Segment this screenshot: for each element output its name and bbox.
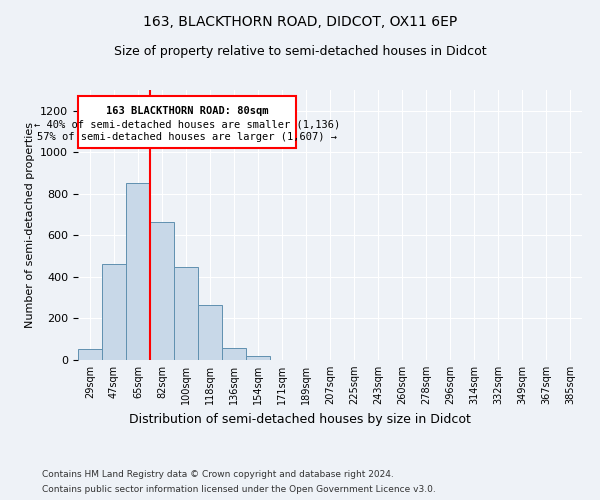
Text: 163 BLACKTHORN ROAD: 80sqm: 163 BLACKTHORN ROAD: 80sqm bbox=[106, 106, 268, 116]
Text: Contains HM Land Registry data © Crown copyright and database right 2024.: Contains HM Land Registry data © Crown c… bbox=[42, 470, 394, 479]
Bar bbox=[126, 184, 150, 360]
FancyBboxPatch shape bbox=[78, 96, 296, 148]
Bar bbox=[174, 266, 198, 360]
Text: 57% of semi-detached houses are larger (1,607) →: 57% of semi-detached houses are larger (… bbox=[37, 132, 337, 141]
Bar bbox=[150, 222, 174, 360]
Y-axis label: Number of semi-detached properties: Number of semi-detached properties bbox=[25, 122, 35, 328]
Bar bbox=[198, 305, 222, 360]
Text: Contains public sector information licensed under the Open Government Licence v3: Contains public sector information licen… bbox=[42, 485, 436, 494]
Bar bbox=[246, 356, 270, 360]
Text: Distribution of semi-detached houses by size in Didcot: Distribution of semi-detached houses by … bbox=[129, 412, 471, 426]
Text: 163, BLACKTHORN ROAD, DIDCOT, OX11 6EP: 163, BLACKTHORN ROAD, DIDCOT, OX11 6EP bbox=[143, 15, 457, 29]
Text: Size of property relative to semi-detached houses in Didcot: Size of property relative to semi-detach… bbox=[113, 45, 487, 58]
Bar bbox=[222, 348, 246, 360]
Bar bbox=[78, 348, 102, 360]
Bar bbox=[102, 264, 126, 360]
Text: ← 40% of semi-detached houses are smaller (1,136): ← 40% of semi-detached houses are smalle… bbox=[34, 119, 340, 129]
